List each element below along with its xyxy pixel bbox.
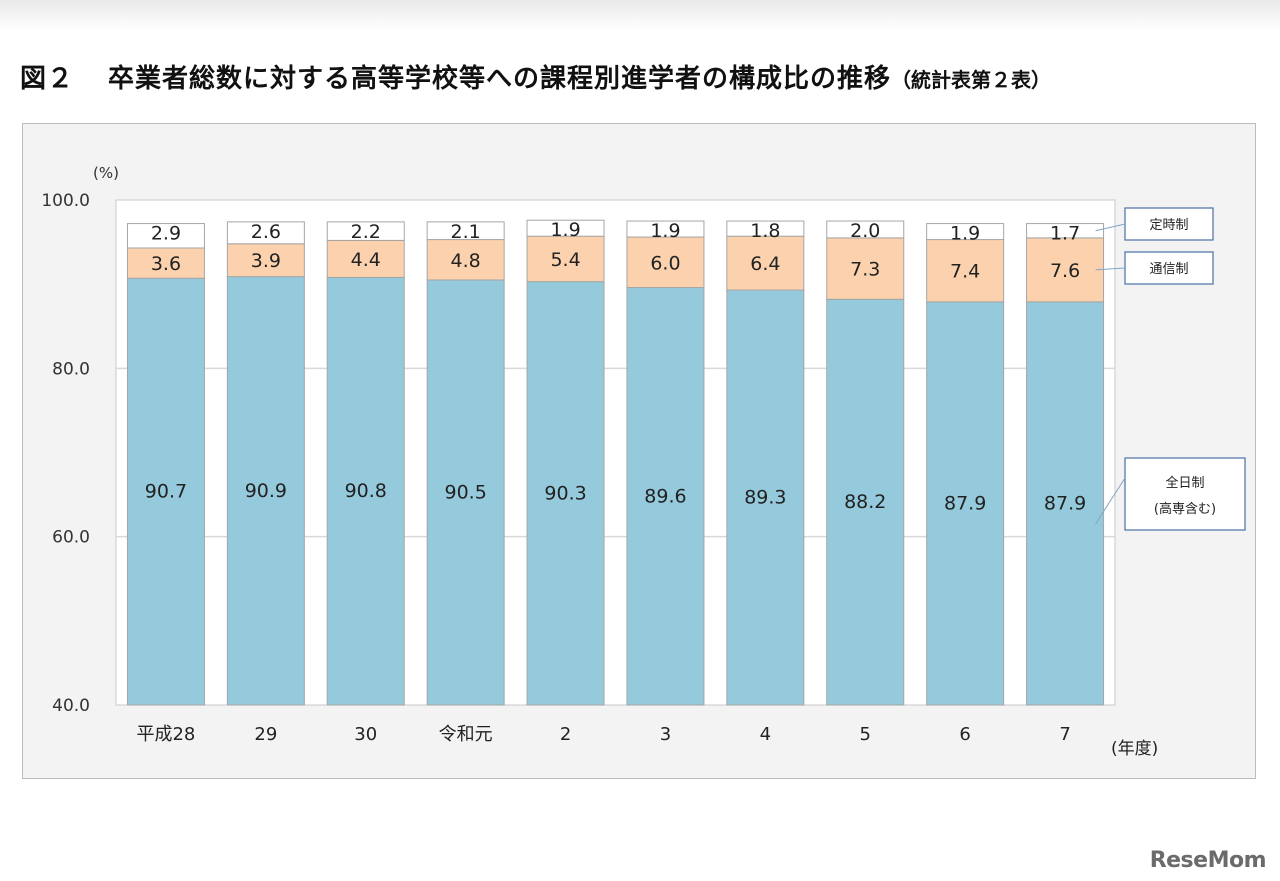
x-tick-label: 6 — [959, 724, 970, 745]
x-tick-label: 29 — [254, 724, 277, 745]
bar-teijisei — [126, 223, 205, 249]
bar-tsushinsei — [226, 243, 305, 278]
x-tick-label: 令和元 — [439, 724, 493, 745]
legend-leader-zennichisei — [1095, 477, 1126, 525]
y-tick-label: 40.0 — [52, 696, 90, 716]
bar-zennichisei — [926, 301, 1005, 706]
figure-title-text: 卒業者総数に対する高等学校等への課程別進学者の構成比の推移 — [108, 64, 892, 94]
data-label-tsushinsei: 3.6 — [151, 253, 181, 275]
x-tick-label: 7 — [1059, 724, 1070, 745]
x-tick-label: 3 — [660, 724, 671, 745]
legend-leader-tsushinsei — [1095, 267, 1126, 271]
data-label-teijisei: 1.8 — [750, 220, 780, 242]
data-label-tsushinsei: 7.6 — [1050, 260, 1080, 282]
bar-teijisei — [526, 219, 605, 237]
figure-label: 図２ — [20, 64, 75, 94]
data-label-teijisei: 2.2 — [351, 221, 381, 243]
legend-label-teijisei: 定時制 — [1149, 218, 1188, 233]
bar-tsushinsei — [826, 237, 905, 300]
data-label-teijisei: 2.1 — [451, 221, 481, 243]
bar-teijisei — [626, 220, 705, 238]
y-axis-unit-label: (%) — [93, 164, 119, 182]
figure-title: 図２ 卒業者総数に対する高等学校等への課程別進学者の構成比の推移（統計表第２表） — [20, 58, 1051, 95]
bar-tsushinsei — [726, 235, 805, 291]
legend-sublabel-zennichisei: (高専含む) — [1154, 501, 1216, 517]
legend-box-teijisei — [1124, 207, 1214, 241]
bar-tsushinsei — [926, 239, 1005, 303]
bar-tsushinsei — [326, 239, 405, 278]
x-tick-label: 2 — [560, 724, 571, 745]
data-label-zennichisei: 90.7 — [145, 481, 187, 503]
y-tick-label: 100.0 — [41, 191, 90, 211]
data-label-tsushinsei: 4.8 — [451, 250, 481, 272]
bar-zennichisei — [226, 276, 305, 706]
chart-frame: 40.0 60.0 80.0 100.0 (%) 90.7 3.6 2.9 平成28 90.9 3.… — [22, 123, 1256, 779]
bar-tsushinsei — [626, 236, 705, 289]
x-tick-label: 4 — [760, 724, 771, 745]
data-label-zennichisei: 90.3 — [544, 482, 586, 504]
bar-zennichisei — [426, 279, 505, 706]
bar-tsushinsei — [426, 239, 505, 281]
bar-tsushinsei — [1026, 237, 1105, 303]
legend-label-tsushinsei: 通信制 — [1149, 262, 1188, 277]
bar-teijisei — [926, 223, 1005, 241]
bar-zennichisei — [526, 281, 605, 706]
legend-box-zennichisei — [1124, 457, 1246, 531]
bar-zennichisei — [626, 287, 705, 706]
x-tick-label: 5 — [860, 724, 871, 745]
y-tick-label: 80.0 — [52, 359, 90, 379]
data-label-teijisei: 1.9 — [650, 220, 680, 242]
stacked-bar-chart: 40.0 60.0 80.0 100.0(%) 90.7 3.6 2.9 平成28 90.9 3.… — [41, 164, 1246, 759]
y-tick-label: 60.0 — [52, 528, 90, 548]
bar-teijisei — [726, 220, 805, 237]
data-label-tsushinsei: 6.0 — [650, 252, 680, 274]
bar-zennichisei — [1026, 301, 1105, 706]
data-label-teijisei: 1.9 — [950, 223, 980, 245]
legend-label-zennichisei: 全日制 — [1165, 475, 1204, 491]
bar-zennichisei — [826, 298, 905, 706]
data-label-tsushinsei: 7.4 — [950, 261, 980, 283]
bar-zennichisei — [726, 289, 805, 706]
x-tick-label: 平成28 — [136, 724, 195, 745]
data-label-zennichisei: 89.6 — [644, 485, 686, 507]
data-label-teijisei: 1.9 — [550, 219, 580, 241]
data-label-teijisei: 1.7 — [1050, 223, 1080, 245]
data-label-tsushinsei: 3.9 — [251, 250, 281, 272]
bar-teijisei — [426, 221, 505, 241]
data-label-zennichisei: 87.9 — [1044, 492, 1086, 514]
resemom-logo: ReseMom — [1149, 848, 1267, 873]
data-label-teijisei: 2.9 — [151, 223, 181, 245]
data-label-zennichisei: 90.9 — [245, 480, 287, 502]
x-axis-unit-label: (年度) — [1111, 739, 1158, 759]
bar-tsushinsei — [126, 247, 205, 279]
bar-teijisei — [1026, 223, 1105, 239]
data-label-tsushinsei: 7.3 — [850, 259, 880, 281]
data-label-zennichisei: 87.9 — [944, 492, 986, 514]
data-label-teijisei: 2.0 — [850, 220, 880, 242]
data-label-teijisei: 2.6 — [251, 221, 281, 243]
bar-teijisei — [326, 221, 405, 241]
x-tick-label: 30 — [354, 724, 377, 745]
top-shade — [0, 0, 1280, 30]
data-label-tsushinsei: 4.4 — [351, 249, 381, 271]
data-label-zennichisei: 88.2 — [844, 491, 886, 513]
legend-leader-teijisei — [1095, 223, 1126, 232]
figure-note: （統計表第２表） — [891, 68, 1052, 92]
bar-zennichisei — [326, 276, 405, 706]
data-label-tsushinsei: 5.4 — [550, 249, 580, 271]
data-label-zennichisei: 90.8 — [345, 480, 387, 502]
bar-teijisei — [826, 220, 905, 239]
bar-tsushinsei — [526, 235, 605, 283]
data-label-tsushinsei: 6.4 — [750, 253, 780, 275]
legend-box-tsushinsei — [1124, 251, 1214, 285]
data-label-zennichisei: 90.5 — [444, 481, 486, 503]
data-label-zennichisei: 89.3 — [744, 487, 786, 509]
bar-teijisei — [226, 221, 305, 245]
